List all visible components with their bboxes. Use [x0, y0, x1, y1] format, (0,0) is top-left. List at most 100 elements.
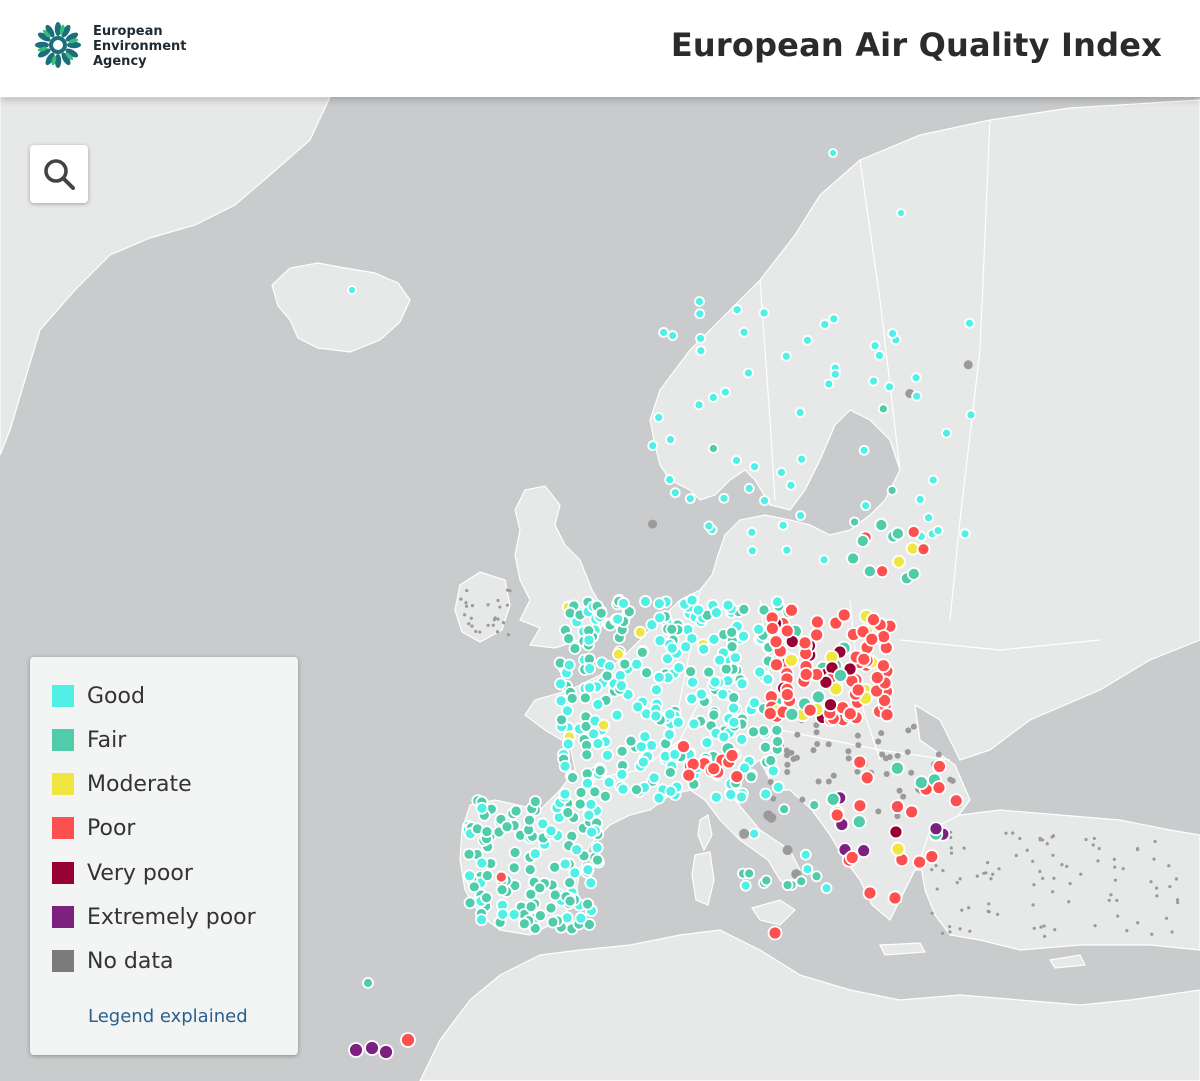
- station-marker[interactable]: [932, 525, 944, 537]
- station-marker[interactable]: [1107, 898, 1111, 902]
- station-marker[interactable]: [858, 444, 870, 456]
- station-marker[interactable]: [652, 791, 666, 805]
- station-marker[interactable]: [930, 911, 934, 915]
- station-marker[interactable]: [842, 706, 858, 722]
- station-marker[interactable]: [810, 614, 825, 630]
- station-marker[interactable]: [727, 701, 740, 715]
- station-marker[interactable]: [1051, 890, 1055, 894]
- station-marker[interactable]: [568, 866, 582, 880]
- station-marker[interactable]: [799, 848, 812, 861]
- station-marker[interactable]: [1050, 835, 1054, 839]
- station-marker[interactable]: [523, 863, 537, 877]
- station-marker[interactable]: [813, 729, 820, 736]
- station-marker[interactable]: [735, 790, 748, 804]
- station-marker[interactable]: [825, 778, 832, 785]
- station-marker[interactable]: [528, 795, 542, 808]
- station-marker[interactable]: [624, 734, 638, 748]
- station-marker[interactable]: [845, 755, 852, 762]
- station-marker[interactable]: [647, 440, 659, 452]
- station-marker[interactable]: [753, 665, 767, 679]
- station-marker[interactable]: [591, 698, 605, 711]
- station-marker[interactable]: [664, 474, 676, 486]
- station-marker[interactable]: [636, 755, 650, 769]
- station-marker[interactable]: [703, 520, 715, 532]
- station-marker[interactable]: [694, 296, 705, 307]
- station-marker[interactable]: [1125, 929, 1129, 933]
- station-marker[interactable]: [709, 790, 723, 804]
- station-marker[interactable]: [658, 327, 670, 338]
- station-marker[interactable]: [700, 736, 714, 750]
- station-marker[interactable]: [727, 691, 741, 704]
- station-marker[interactable]: [747, 725, 760, 739]
- station-marker[interactable]: [480, 869, 494, 882]
- station-marker[interactable]: [783, 752, 790, 759]
- station-marker[interactable]: [894, 752, 901, 759]
- station-marker[interactable]: [544, 901, 558, 915]
- station-marker[interactable]: [1014, 853, 1018, 858]
- station-marker[interactable]: [554, 677, 567, 691]
- station-marker[interactable]: [1025, 848, 1029, 852]
- station-marker[interactable]: [630, 657, 644, 671]
- station-marker[interactable]: [555, 713, 568, 727]
- station-marker[interactable]: [648, 519, 658, 529]
- station-marker[interactable]: [759, 787, 773, 801]
- station-marker[interactable]: [544, 824, 558, 838]
- station-marker[interactable]: [615, 767, 629, 781]
- station-marker[interactable]: [649, 709, 663, 723]
- station-marker[interactable]: [855, 742, 862, 749]
- station-marker[interactable]: [784, 761, 791, 768]
- station-marker[interactable]: [760, 874, 773, 887]
- station-marker[interactable]: [639, 595, 652, 608]
- station-marker[interactable]: [630, 783, 643, 797]
- station-marker[interactable]: [505, 588, 510, 592]
- station-marker[interactable]: [679, 640, 693, 654]
- station-marker[interactable]: [612, 647, 625, 661]
- station-marker[interactable]: [930, 867, 934, 872]
- station-marker[interactable]: [727, 715, 741, 729]
- station-marker[interactable]: [884, 381, 895, 393]
- station-marker[interactable]: [1091, 843, 1095, 847]
- station-marker[interactable]: [1065, 864, 1069, 868]
- station-marker[interactable]: [912, 854, 927, 870]
- station-marker[interactable]: [1175, 898, 1180, 902]
- station-marker[interactable]: [597, 718, 611, 732]
- station-marker[interactable]: [517, 917, 531, 931]
- station-marker[interactable]: [737, 602, 751, 616]
- station-marker[interactable]: [618, 657, 632, 671]
- station-marker[interactable]: [633, 625, 647, 639]
- station-marker[interactable]: [616, 782, 630, 796]
- station-marker[interactable]: [697, 642, 711, 656]
- station-marker[interactable]: [968, 929, 972, 933]
- station-marker[interactable]: [631, 700, 645, 714]
- station-marker[interactable]: [935, 887, 939, 891]
- station-marker[interactable]: [590, 841, 604, 855]
- station-marker[interactable]: [672, 661, 686, 675]
- station-marker[interactable]: [746, 526, 758, 538]
- station-marker[interactable]: [533, 909, 547, 923]
- station-marker[interactable]: [501, 621, 506, 625]
- station-marker[interactable]: [1093, 924, 1097, 928]
- station-marker[interactable]: [584, 797, 598, 811]
- station-marker[interactable]: [818, 554, 830, 566]
- station-marker[interactable]: [914, 494, 926, 505]
- station-marker[interactable]: [1018, 836, 1022, 841]
- station-marker[interactable]: [561, 737, 575, 751]
- station-marker[interactable]: [810, 747, 817, 754]
- station-marker[interactable]: [932, 759, 947, 774]
- station-marker[interactable]: [778, 803, 791, 816]
- station-marker[interactable]: [815, 778, 822, 785]
- station-marker[interactable]: [1150, 932, 1154, 936]
- station-marker[interactable]: [948, 930, 952, 934]
- station-marker[interactable]: [1032, 926, 1036, 930]
- station-marker[interactable]: [579, 719, 593, 733]
- station-marker[interactable]: [947, 776, 954, 783]
- station-marker[interactable]: [562, 658, 576, 672]
- station-marker[interactable]: [1115, 898, 1119, 903]
- station-marker[interactable]: [757, 603, 771, 617]
- station-marker[interactable]: [1167, 864, 1171, 868]
- station-marker[interactable]: [508, 846, 522, 859]
- station-marker[interactable]: [808, 799, 821, 812]
- station-marker[interactable]: [887, 328, 899, 339]
- station-marker[interactable]: [766, 812, 777, 823]
- station-marker[interactable]: [784, 768, 791, 775]
